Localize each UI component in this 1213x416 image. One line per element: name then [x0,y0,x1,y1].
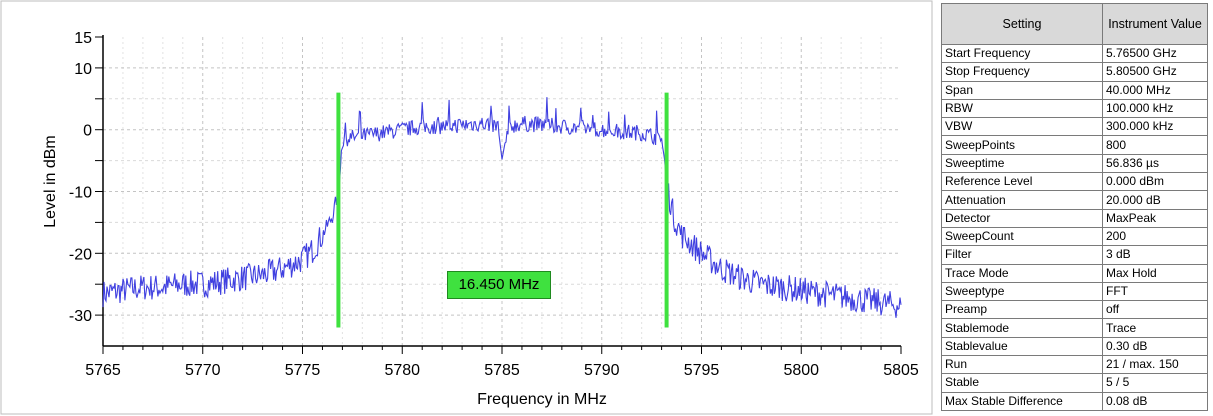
table-row: Run 21 / max. 150 [941,355,1208,375]
setting-value-cell: 20.000 dB [1102,190,1208,210]
table-row: SweepCount 200 [941,226,1208,247]
setting-value-cell: 0.000 dBm [1102,172,1208,192]
setting-name-cell: SweepCount [941,226,1103,247]
setting-name-cell: Reference Level [941,172,1103,192]
table-row: VBW 300.000 kHz [941,117,1208,137]
setting-name-cell: Detector [941,208,1103,228]
setting-value-cell: Trace [1102,318,1208,338]
setting-name-cell: Sweeptime [941,153,1103,174]
setting-name-cell: SweepPoints [941,135,1103,155]
setting-value-cell: 5 / 5 [1102,373,1208,393]
table-row: Reference Level 0.000 dBm [941,172,1208,192]
setting-name-cell: Stablemode [941,318,1103,338]
x-tick-label: 5785 [484,362,520,379]
setting-value-cell: 0.08 dB [1102,391,1208,411]
header-instrument-value: Instrument Value [1102,3,1208,45]
table-row: SweepPoints 800 [941,135,1208,155]
x-tick-label: 5795 [684,362,720,379]
setting-name-cell: Span [941,80,1103,100]
table-header-row: Setting Instrument Value [941,3,1208,45]
y-axis-title: Level in dBm [42,135,59,228]
x-axis-title: Frequency in MHz [477,391,607,408]
setting-name-cell: Stablevalue [941,336,1103,357]
setting-name-cell: Trace Mode [941,263,1103,283]
x-tick-label: 5765 [85,362,121,379]
table-row: Stablevalue 0.30 dB [941,336,1208,357]
table-row: Start Frequency 5.76500 GHz [941,43,1208,64]
setting-name-cell: Preamp [941,300,1103,320]
chart-frame [0,0,933,415]
table-row: Stablemode Trace [941,318,1208,338]
x-tick-label: 5780 [384,362,420,379]
spectrum-trace [102,97,902,318]
setting-value-cell: FFT [1102,281,1208,302]
setting-name-cell: Stop Frequency [941,62,1103,82]
x-tick-label: 5770 [185,362,221,379]
setting-value-cell: 0.30 dB [1102,336,1208,357]
y-tick-label: -30 [69,308,92,325]
table-row: Sweeptype FFT [941,281,1208,302]
x-tick-label: 5800 [783,362,819,379]
spectrum-chart: 5765 5770 5775 5780 5785 5790 5795 5800 5805 15 10… [0,0,933,415]
setting-value-cell: 200 [1102,226,1208,247]
y-tick-label: 0 [83,123,92,140]
y-tick-label: 10 [74,61,92,78]
y-tick-label: -10 [69,185,92,202]
table-row: Detector MaxPeak [941,208,1208,228]
spectrum-chart-panel: 5765 5770 5775 5780 5785 5790 5795 5800 5805 15 10… [0,0,933,415]
table-row: Preamp off [941,300,1208,320]
setting-value-cell: 21 / max. 150 [1102,355,1208,375]
table-row: Stable 5 / 5 [941,373,1208,393]
table-row: Trace Mode Max Hold [941,263,1208,283]
y-tick-label: -20 [69,246,92,263]
setting-value-cell: 5.80500 GHz [1102,62,1208,82]
setting-value-cell: 300.000 kHz [1102,117,1208,137]
setting-name-cell: VBW [941,117,1103,137]
setting-name-cell: Filter [941,245,1103,265]
settings-body: Start Frequency 5.76500 GHz Stop Frequency… [941,43,1208,411]
table-row: Attenuation 20.000 dB [941,190,1208,210]
table-row: Max Stable Difference 0.08 dB [941,391,1208,411]
setting-name-cell: Start Frequency [941,43,1103,64]
setting-value-cell: 100.000 kHz [1102,98,1208,119]
setting-name-cell: Run [941,355,1103,375]
setting-value-cell: off [1102,300,1208,320]
setting-value-cell: Max Hold [1102,263,1208,283]
setting-name-cell: Stable [941,373,1103,393]
header-setting: Setting [941,3,1103,45]
x-tick-label: 5775 [285,362,321,379]
marker-bandwidth-label: 16.450 MHz [447,271,551,299]
setting-name-cell: RBW [941,98,1103,119]
setting-value-cell: MaxPeak [1102,208,1208,228]
setting-value-cell: 56.836 µs [1102,153,1208,174]
instrument-settings-table: Setting Instrument Value Start Frequency… [941,3,1208,411]
setting-name-cell: Sweeptype [941,281,1103,302]
table-row: RBW 100.000 kHz [941,98,1208,119]
x-tick-label: 5805 [883,362,919,379]
y-tick-label: 15 [74,30,92,47]
setting-value-cell: 40.000 MHz [1102,80,1208,100]
table-row: Sweeptime 56.836 µs [941,153,1208,174]
setting-value-cell: 5.76500 GHz [1102,43,1208,64]
table-row: Filter 3 dB [941,245,1208,265]
setting-name-cell: Max Stable Difference [941,391,1103,411]
setting-value-cell: 3 dB [1102,245,1208,265]
setting-name-cell: Attenuation [941,190,1103,210]
table-row: Span 40.000 MHz [941,80,1208,100]
setting-value-cell: 800 [1102,135,1208,155]
x-tick-label: 5790 [584,362,620,379]
table-row: Stop Frequency 5.80500 GHz [941,62,1208,82]
